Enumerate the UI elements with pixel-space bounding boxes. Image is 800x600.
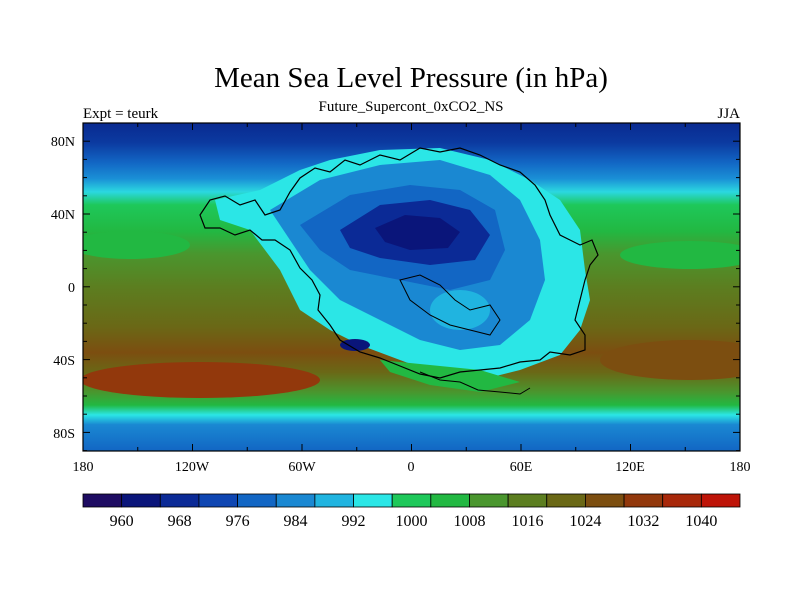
colorbar-label: 1016: [511, 513, 543, 530]
colorbar-swatch: [159, 493, 200, 508]
axis-ticks: [82, 122, 741, 452]
colorbar-swatch: [391, 493, 432, 508]
lat-label: 80S: [53, 427, 75, 442]
colorbar-swatch: [469, 493, 509, 508]
lon-label: 60W: [288, 460, 316, 475]
colorbar-swatch: [430, 493, 470, 508]
coastline: [199, 147, 599, 379]
pressure-field: [83, 123, 740, 451]
lon-label: 0: [408, 460, 415, 475]
lon-label: 180: [73, 460, 94, 475]
colorbar-swatch: [623, 493, 664, 508]
lon-label: 120E: [615, 460, 645, 475]
colorbar-swatch: [700, 493, 741, 508]
colorbar-label: 984: [284, 513, 308, 530]
colorbar-swatch: [353, 493, 393, 508]
colorbar-labels: 960 968 976 984 992 1000 1008 1016 1024 1032 1040: [110, 513, 718, 530]
colorbar-label: 976: [226, 513, 250, 530]
lon-label: 120W: [175, 460, 210, 475]
colorbar-label: 992: [342, 513, 366, 530]
lat-label: 0: [68, 281, 75, 296]
colorbar-label: 1032: [627, 513, 659, 530]
colorbar-swatch: [121, 493, 161, 508]
lat-label: 80N: [51, 135, 75, 150]
colorbar-label: 1000: [396, 513, 428, 530]
colorbar-swatch: [507, 493, 548, 508]
colorbar-swatch: [198, 493, 238, 508]
colorbar-swatch: [546, 493, 586, 508]
colorbar-label: 1040: [685, 513, 717, 530]
lat-label: 40S: [53, 354, 75, 369]
colorbar: [82, 493, 741, 508]
colorbar-label: 968: [168, 513, 192, 530]
colorbar-swatch: [82, 493, 123, 508]
season-label: JJA: [717, 106, 740, 122]
lon-label: 60E: [510, 460, 533, 475]
map-title: Mean Sea Level Pressure (in hPa): [214, 62, 608, 94]
colorbar-label: 1024: [569, 513, 601, 530]
colorbar-label: 960: [110, 513, 134, 530]
colorbar-swatch: [275, 493, 316, 508]
colorbar-swatch: [585, 493, 625, 508]
lat-label: 40N: [51, 208, 75, 223]
colorbar-swatch: [237, 493, 277, 508]
map-subtitle: Future_Supercont_0xCO2_NS: [319, 99, 504, 115]
colorbar-label: 1008: [453, 513, 485, 530]
colorbar-swatch: [314, 493, 354, 508]
lon-label: 180: [730, 460, 751, 475]
colorbar-swatch: [662, 493, 702, 508]
experiment-label: Expt = teurk: [83, 106, 159, 122]
